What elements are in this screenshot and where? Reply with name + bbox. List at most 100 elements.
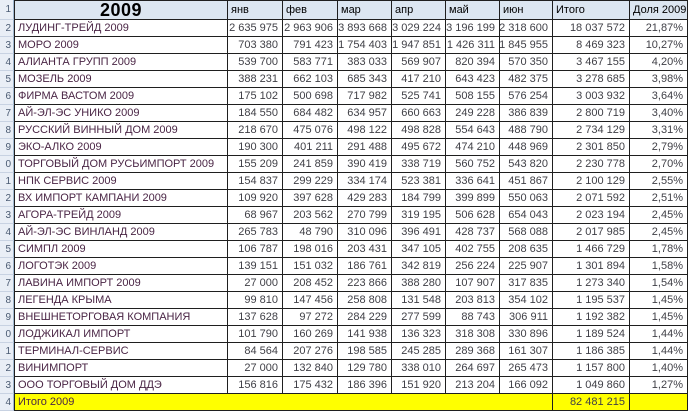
month-value-cell[interactable]: 525 741 xyxy=(392,88,446,105)
total-cell[interactable]: 2 230 778 xyxy=(553,156,630,173)
month-value-cell[interactable]: 662 103 xyxy=(283,71,338,88)
row-header[interactable]: 2 xyxy=(0,20,14,37)
column-header-month[interactable]: май xyxy=(446,0,500,20)
month-value-cell[interactable]: 523 381 xyxy=(392,173,446,190)
share-cell[interactable]: 1,58% xyxy=(630,258,688,275)
share-cell[interactable]: 2,45% xyxy=(630,207,688,224)
month-value-cell[interactable]: 270 799 xyxy=(338,207,392,224)
share-cell[interactable]: 3,98% xyxy=(630,71,688,88)
month-value-cell[interactable]: 203 562 xyxy=(283,207,338,224)
month-value-cell[interactable]: 684 482 xyxy=(283,105,338,122)
share-cell[interactable]: 2,70% xyxy=(630,156,688,173)
share-cell[interactable]: 1,44% xyxy=(630,343,688,360)
company-cell[interactable]: ТОРГОВЫЙ ДОМ РУСЬИМПОРТ 2009 xyxy=(14,156,228,173)
month-value-cell[interactable]: 554 643 xyxy=(446,122,500,139)
month-value-cell[interactable]: 508 155 xyxy=(446,88,500,105)
month-value-cell[interactable]: 319 195 xyxy=(392,207,446,224)
month-value-cell[interactable]: 1 426 311 xyxy=(446,37,500,54)
month-value-cell[interactable]: 3 196 199 xyxy=(446,20,500,37)
total-cell[interactable]: 1 189 524 xyxy=(553,326,630,343)
company-cell[interactable]: ВХ ИМПОРТ КАМПАНИ 2009 xyxy=(14,190,228,207)
total-cell[interactable]: 1 301 894 xyxy=(553,258,630,275)
month-value-cell[interactable]: 277 599 xyxy=(392,309,446,326)
month-value-cell[interactable]: 289 368 xyxy=(446,343,500,360)
share-cell[interactable]: 4,20% xyxy=(630,54,688,71)
month-value-cell[interactable]: 451 867 xyxy=(500,173,553,190)
row-header[interactable]: 5 xyxy=(0,241,14,258)
month-value-cell[interactable]: 428 737 xyxy=(446,224,500,241)
month-value-cell[interactable]: 338 010 xyxy=(392,360,446,377)
company-cell[interactable]: АЙ-ЭЛ-ЭС УНИКО 2009 xyxy=(14,105,228,122)
month-value-cell[interactable]: 498 122 xyxy=(338,122,392,139)
company-cell[interactable]: ООО ТОРГОВЫЙ ДОМ ДДЭ xyxy=(14,377,228,394)
month-value-cell[interactable]: 2 635 975 xyxy=(228,20,283,37)
row-header[interactable]: 4 xyxy=(0,394,14,411)
share-cell[interactable]: 2,51% xyxy=(630,190,688,207)
month-value-cell[interactable]: 1 947 851 xyxy=(392,37,446,54)
company-cell[interactable]: ЛУДИНГ-ТРЕЙД 2009 xyxy=(14,20,228,37)
year-title-cell[interactable]: 2009 xyxy=(14,0,228,20)
month-value-cell[interactable]: 284 229 xyxy=(338,309,392,326)
month-value-cell[interactable]: 141 938 xyxy=(338,326,392,343)
company-cell[interactable]: МОРО 2009 xyxy=(14,37,228,54)
company-cell[interactable]: ЛОГОТЭК 2009 xyxy=(14,258,228,275)
month-value-cell[interactable]: 660 663 xyxy=(392,105,446,122)
month-value-cell[interactable]: 500 698 xyxy=(283,88,338,105)
total-cell[interactable]: 2 071 592 xyxy=(553,190,630,207)
month-value-cell[interactable]: 429 283 xyxy=(338,190,392,207)
month-value-cell[interactable]: 488 790 xyxy=(500,122,553,139)
share-cell[interactable]: 10,27% xyxy=(630,37,688,54)
company-cell[interactable]: ЛЕГЕНДА КРЫМА xyxy=(14,292,228,309)
company-cell[interactable]: ЛОДЖИКАЛ ИМПОРТ xyxy=(14,326,228,343)
month-value-cell[interactable]: 218 670 xyxy=(228,122,283,139)
month-value-cell[interactable]: 161 307 xyxy=(500,343,553,360)
month-value-cell[interactable]: 223 866 xyxy=(338,275,392,292)
month-value-cell[interactable]: 265 783 xyxy=(228,224,283,241)
month-value-cell[interactable]: 99 810 xyxy=(228,292,283,309)
month-value-cell[interactable]: 256 224 xyxy=(446,258,500,275)
column-header-total[interactable]: Итого xyxy=(553,0,630,20)
month-value-cell[interactable]: 569 907 xyxy=(392,54,446,71)
month-value-cell[interactable]: 1 754 403 xyxy=(338,37,392,54)
month-value-cell[interactable]: 506 628 xyxy=(446,207,500,224)
month-value-cell[interactable]: 306 911 xyxy=(500,309,553,326)
company-cell[interactable]: НПК СЕРВИС 2009 xyxy=(14,173,228,190)
total-cell[interactable]: 1 195 537 xyxy=(553,292,630,309)
month-value-cell[interactable]: 249 228 xyxy=(446,105,500,122)
month-value-cell[interactable]: 354 102 xyxy=(500,292,553,309)
month-value-cell[interactable]: 241 859 xyxy=(283,156,338,173)
month-value-cell[interactable]: 643 423 xyxy=(446,71,500,88)
company-cell[interactable]: ВНЕШНЕТОРГОВАЯ КОМПАНИЯ xyxy=(14,309,228,326)
month-value-cell[interactable]: 186 761 xyxy=(338,258,392,275)
company-cell[interactable]: АЛИАНТА ГРУПП 2009 xyxy=(14,54,228,71)
total-cell[interactable]: 2 734 129 xyxy=(553,122,630,139)
company-cell[interactable]: АГОРА-ТРЕЙД 2009 xyxy=(14,207,228,224)
month-value-cell[interactable]: 560 752 xyxy=(446,156,500,173)
month-value-cell[interactable]: 634 957 xyxy=(338,105,392,122)
total-cell[interactable]: 18 037 572 xyxy=(553,20,630,37)
month-value-cell[interactable]: 265 473 xyxy=(500,360,553,377)
month-value-cell[interactable]: 208 635 xyxy=(500,241,553,258)
company-cell[interactable]: ФИРМА ВАСТОМ 2009 xyxy=(14,88,228,105)
month-value-cell[interactable]: 190 300 xyxy=(228,139,283,156)
month-value-cell[interactable]: 397 628 xyxy=(283,190,338,207)
total-cell[interactable]: 3 003 932 xyxy=(553,88,630,105)
month-value-cell[interactable]: 258 808 xyxy=(338,292,392,309)
month-value-cell[interactable]: 207 276 xyxy=(283,343,338,360)
row-header[interactable]: 1 xyxy=(0,343,14,360)
month-value-cell[interactable]: 48 790 xyxy=(283,224,338,241)
month-value-cell[interactable]: 495 672 xyxy=(392,139,446,156)
total-cell[interactable]: 3 467 155 xyxy=(553,54,630,71)
month-value-cell[interactable]: 482 375 xyxy=(500,71,553,88)
month-value-cell[interactable]: 474 210 xyxy=(446,139,500,156)
month-value-cell[interactable]: 388 231 xyxy=(228,71,283,88)
month-value-cell[interactable]: 225 907 xyxy=(500,258,553,275)
total-cell[interactable]: 2 800 719 xyxy=(553,105,630,122)
month-value-cell[interactable]: 184 799 xyxy=(392,190,446,207)
month-value-cell[interactable]: 3 029 224 xyxy=(392,20,446,37)
row-header[interactable]: 1 xyxy=(0,173,14,190)
share-cell[interactable]: 1,27% xyxy=(630,377,688,394)
month-value-cell[interactable]: 3 893 668 xyxy=(338,20,392,37)
share-cell[interactable]: 3,31% xyxy=(630,122,688,139)
footer-label-cell[interactable]: Итого 2009 xyxy=(14,394,553,411)
